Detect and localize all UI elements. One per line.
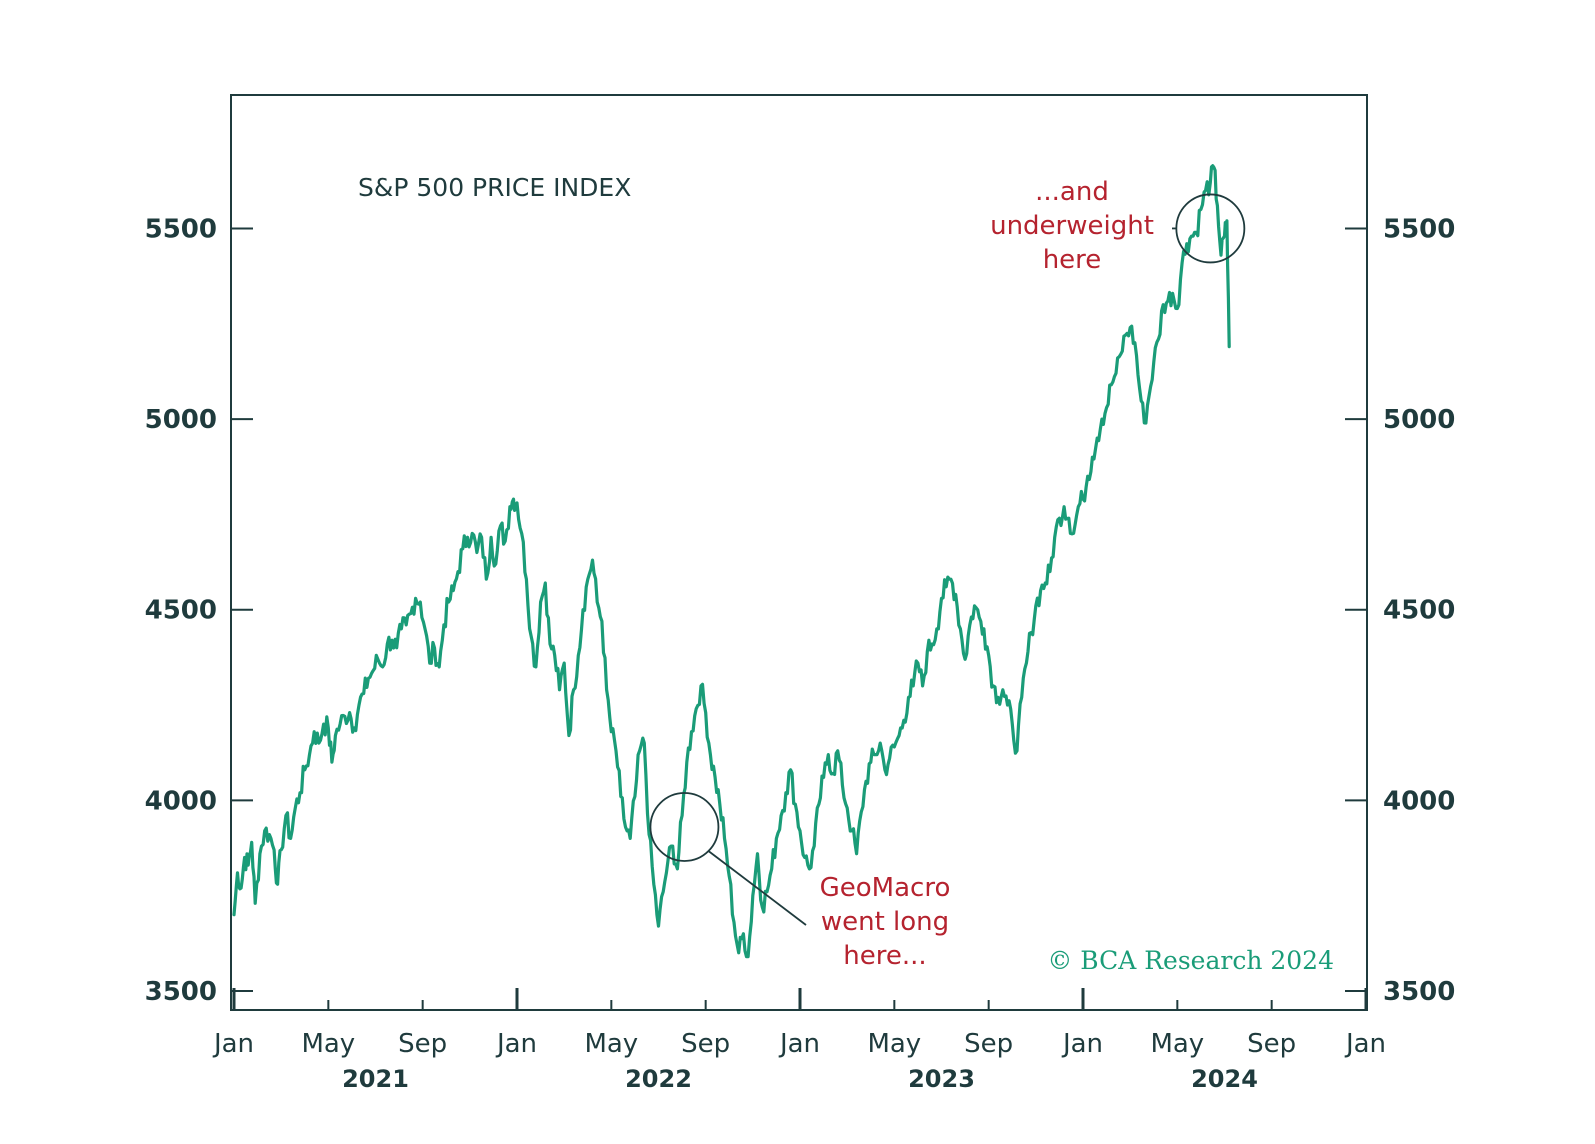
- ytick-label-right: 4000: [1383, 786, 1455, 816]
- underweight-note: ...and: [1035, 177, 1109, 207]
- year-label: 2022: [625, 1065, 692, 1093]
- xtick-label: Jan: [212, 1029, 254, 1059]
- xtick-label: Sep: [964, 1029, 1013, 1059]
- long-entry-circle: [649, 792, 720, 862]
- xtick-label: Sep: [681, 1029, 730, 1059]
- ytick-label-right: 4500: [1383, 596, 1455, 626]
- long-entry-note: here...: [843, 941, 926, 971]
- xtick-label: Jan: [1061, 1029, 1103, 1059]
- long-entry-note: went long: [821, 907, 949, 937]
- ytick-label-left: 5500: [145, 214, 217, 244]
- year-label: 2021: [342, 1065, 409, 1093]
- credit-text: © BCA Research 2024: [1047, 946, 1334, 975]
- xtick-label: May: [1150, 1029, 1204, 1059]
- ytick-label-right: 5500: [1383, 214, 1455, 244]
- xtick-label: Sep: [398, 1029, 447, 1059]
- long-entry-leader: [707, 850, 807, 926]
- xtick-label: Jan: [778, 1029, 820, 1059]
- ytick-label-left: 4000: [145, 786, 217, 816]
- xtick-label: May: [867, 1029, 921, 1059]
- long-entry-note: GeoMacro: [820, 873, 951, 903]
- xtick-label: May: [301, 1029, 355, 1059]
- ytick-label-right: 3500: [1383, 977, 1455, 1007]
- year-label: 2024: [1191, 1065, 1258, 1093]
- ytick-label-left: 4500: [145, 596, 217, 626]
- ytick-label-right: 5000: [1383, 405, 1455, 435]
- xtick-label: May: [584, 1029, 638, 1059]
- axis-labels: 3500 3500 4000 4000 4500 4500 5000 5000 5500 5500…: [145, 214, 1456, 1093]
- axis-ticks: [231, 227, 1368, 1010]
- chart-title: S&P 500 PRICE INDEX: [358, 173, 631, 202]
- underweight-note: underweight: [990, 211, 1154, 241]
- xtick-label: Sep: [1247, 1029, 1296, 1059]
- sp500-series-line: [232, 164, 1231, 959]
- xtick-label: Jan: [1344, 1029, 1386, 1059]
- annotations: GeoMacro went long here... ...and underweigh…: [649, 177, 1246, 971]
- underweight-note: here: [1043, 245, 1102, 275]
- ytick-label-left: 5000: [145, 405, 217, 435]
- xtick-label: Jan: [495, 1029, 537, 1059]
- ytick-label-left: 3500: [145, 977, 217, 1007]
- series-layer: [232, 164, 1231, 959]
- year-label: 2023: [908, 1065, 975, 1093]
